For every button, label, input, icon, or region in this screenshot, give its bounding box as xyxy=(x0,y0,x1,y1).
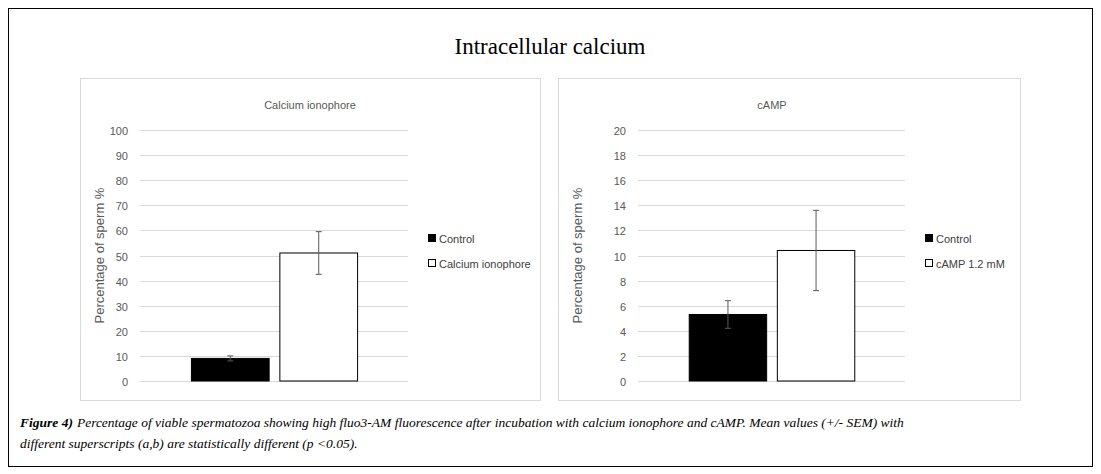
y-tick-label: 6 xyxy=(620,301,626,313)
legend-swatch xyxy=(926,235,933,242)
legend-swatch xyxy=(429,235,436,242)
panel-frame xyxy=(559,79,1021,401)
caption-label: Figure 4) xyxy=(19,415,73,430)
grid-line xyxy=(638,306,905,307)
grid-line xyxy=(638,331,905,332)
error-cap xyxy=(813,210,819,211)
legend-swatch xyxy=(429,260,436,267)
y-tick-label: 14 xyxy=(614,200,626,212)
grid-line xyxy=(638,256,905,257)
y-tick-label: 50 xyxy=(116,251,128,263)
y-tick-label: 18 xyxy=(614,150,626,162)
chart-title: cAMP xyxy=(757,99,786,111)
marks xyxy=(689,210,855,381)
grid-line xyxy=(140,306,408,307)
y-tick-label: 10 xyxy=(116,351,128,363)
legend-swatch xyxy=(926,260,933,267)
grid-line xyxy=(140,281,408,282)
grid-line xyxy=(140,205,408,206)
y-tick-label: 2 xyxy=(620,351,626,363)
chart-title: Calcium ionophore xyxy=(264,99,356,111)
grid-line xyxy=(638,180,905,181)
y-tick-label: 40 xyxy=(116,276,128,288)
grid-line xyxy=(638,130,905,131)
grid-line xyxy=(140,381,408,382)
y-tick-label: 60 xyxy=(116,225,128,237)
bar xyxy=(191,358,269,381)
figure-title: Intracellular calcium xyxy=(455,34,646,59)
y-tick-label: 0 xyxy=(122,376,128,388)
y-tick-label: 4 xyxy=(620,326,626,338)
caption: Figure 4)Percentage of viable spermatozo… xyxy=(19,415,904,451)
grid-line xyxy=(638,356,905,357)
grid-line xyxy=(140,230,408,231)
grid-line xyxy=(638,230,905,231)
grid-line xyxy=(140,331,408,332)
grid-line xyxy=(140,356,408,357)
error-cap xyxy=(227,355,233,356)
error-cap xyxy=(316,231,322,232)
error-bar xyxy=(725,301,731,329)
error-cap xyxy=(316,274,322,275)
error-bar xyxy=(813,210,819,290)
grid-line xyxy=(140,130,408,131)
y-tick-label: 70 xyxy=(116,200,128,212)
grid-line xyxy=(638,155,905,156)
legend-label: Control xyxy=(439,233,474,245)
y-axis-label: Percentage of sperm % xyxy=(570,187,585,323)
y-tick-label: 12 xyxy=(614,225,626,237)
chart-panel: Calcium ionophore Percentage of sperm % 0 1… xyxy=(81,79,541,401)
marks xyxy=(191,232,357,381)
chart-panel: cAMP Percentage of sperm % 0 2 4 6 8 10 12 14 16 18… xyxy=(559,79,1021,401)
y-tick-label: 20 xyxy=(614,125,626,137)
caption-text: different superscripts (a,b) are statist… xyxy=(20,436,358,451)
error-bar xyxy=(227,356,233,361)
error-line xyxy=(230,356,231,361)
error-cap xyxy=(227,360,233,361)
grid-line xyxy=(638,205,905,206)
legend-label: Control xyxy=(936,233,971,245)
y-axis-label: Percentage of sperm % xyxy=(92,187,107,323)
legend-label: cAMP 1.2 mM xyxy=(936,258,1005,270)
error-bar xyxy=(316,232,322,275)
y-tick-label: 30 xyxy=(116,301,128,313)
grid-line xyxy=(140,256,408,257)
error-cap xyxy=(813,290,819,291)
error-cap xyxy=(725,300,731,301)
error-line xyxy=(727,301,728,329)
y-tick-label: 20 xyxy=(116,326,128,338)
panel-frame xyxy=(81,79,541,401)
error-line xyxy=(318,232,319,275)
grid-line xyxy=(140,180,408,181)
error-line xyxy=(816,210,817,290)
grid-line xyxy=(638,381,905,382)
caption-text: Percentage of viable spermatozoa showing… xyxy=(76,415,904,430)
outer-frame xyxy=(9,9,1093,467)
y-tick-label: 10 xyxy=(614,251,626,263)
y-tick-label: 8 xyxy=(620,276,626,288)
legend-label: Calcium ionophore xyxy=(439,258,531,270)
y-tick-label: 16 xyxy=(614,175,626,187)
y-tick-label: 100 xyxy=(110,125,128,137)
y-tick-label: 80 xyxy=(116,175,128,187)
grid-line xyxy=(140,155,408,156)
grid-line xyxy=(638,281,905,282)
figure: Intracellular calciumFigure 4)Percentage… xyxy=(0,0,1101,474)
error-cap xyxy=(725,328,731,329)
y-tick-label: 90 xyxy=(116,150,128,162)
y-tick-label: 0 xyxy=(620,376,626,388)
